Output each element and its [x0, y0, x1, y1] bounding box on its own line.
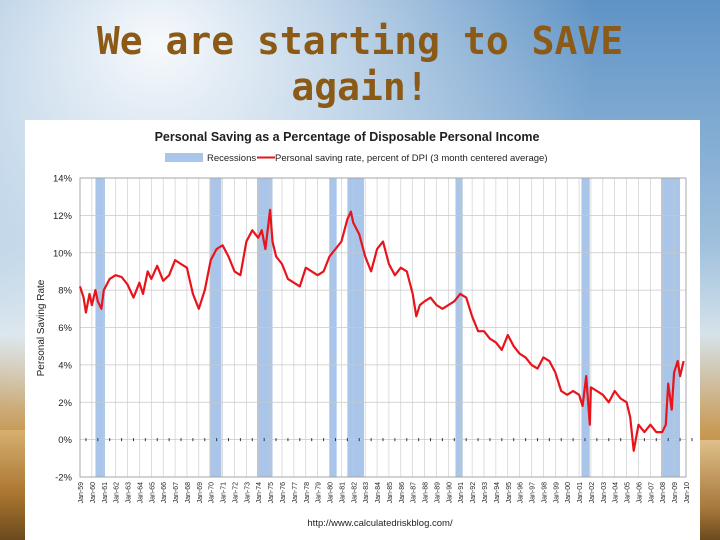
x-tick-label-39: Jan-98 — [541, 482, 548, 504]
x-tick-label-45: Jan-04 — [613, 482, 620, 504]
x-tick-label-2: Jan-61 — [102, 482, 109, 504]
x-tick-label-6: Jan-65 — [149, 482, 156, 504]
x-tick-label-7: Jan-66 — [161, 482, 168, 504]
background-field-left — [0, 430, 25, 540]
x-tick-label-16: Jan-75 — [268, 482, 275, 504]
x-tick-label-21: Jan-80 — [328, 482, 335, 504]
x-tick-label-33: Jan-92 — [470, 482, 477, 504]
x-tick-label-41: Jan-00 — [565, 482, 572, 504]
x-tick-label-42: Jan-01 — [577, 482, 584, 504]
x-tick-label-38: Jan-97 — [530, 482, 537, 504]
x-tick-label-26: Jan-85 — [387, 482, 394, 504]
x-tick-label-19: Jan-78 — [304, 482, 311, 504]
x-tick-label-14: Jan-73 — [244, 482, 251, 504]
x-tick-label-36: Jan-95 — [506, 482, 513, 504]
x-tick-label-1: Jan-60 — [90, 482, 97, 504]
x-tick-label-34: Jan-93 — [482, 482, 489, 504]
x-tick-label-13: Jan-72 — [232, 482, 239, 504]
x-tick-label-24: Jan-83 — [363, 482, 370, 504]
y-tick-label-0: -2% — [55, 473, 72, 484]
chart-panel: Personal Saving as a Percentage of Dispo… — [25, 120, 700, 540]
x-tick-label-17: Jan-76 — [280, 482, 287, 504]
legend-recession-swatch — [165, 153, 203, 162]
slide-title-line-1: We are starting to SAVE — [96, 19, 624, 63]
chart-title: Personal Saving as a Percentage of Dispo… — [155, 130, 540, 144]
x-tick-label-29: Jan-88 — [423, 482, 430, 504]
slide-title: We are starting to SAVE again! — [60, 18, 660, 110]
y-tick-label-2: 2% — [58, 398, 72, 409]
x-tick-label-11: Jan-70 — [209, 482, 216, 504]
y-axis-label: Personal Saving Rate — [36, 279, 47, 376]
legend-recessions-label: Recessions — [207, 153, 256, 164]
y-tick-label-3: 4% — [58, 360, 72, 371]
legend-series-label: Personal saving rate, percent of DPI (3 … — [275, 153, 547, 164]
background-field-right — [700, 440, 720, 540]
y-tick-label-8: 14% — [53, 174, 73, 185]
saving-rate-line-0 — [78, 208, 685, 452]
plot-frame — [79, 177, 687, 478]
x-tick-label-0: Jan-59 — [78, 482, 85, 504]
x-tick-label-12: Jan-71 — [221, 482, 228, 504]
x-tick-label-30: Jan-89 — [434, 482, 441, 504]
x-tick-label-46: Jan-05 — [625, 482, 632, 504]
y-tick-label-5: 8% — [58, 286, 72, 297]
y-tick-label-4: 6% — [58, 323, 72, 334]
x-tick-label-20: Jan-79 — [316, 482, 323, 504]
x-tick-label-48: Jan-07 — [648, 482, 655, 504]
x-tick-label-4: Jan-63 — [126, 482, 133, 504]
slide-title-line-2: again! — [291, 65, 429, 109]
y-tick-label-6: 10% — [53, 248, 73, 259]
x-tick-label-40: Jan-99 — [553, 482, 560, 504]
y-tick-label-1: 0% — [58, 435, 72, 446]
x-tick-label-31: Jan-90 — [446, 482, 453, 504]
x-tick-label-47: Jan-06 — [636, 482, 643, 504]
x-tick-label-23: Jan-82 — [351, 482, 358, 504]
x-tick-label-9: Jan-68 — [185, 482, 192, 504]
x-tick-label-44: Jan-03 — [601, 482, 608, 504]
x-tick-label-5: Jan-64 — [137, 482, 144, 504]
x-tick-label-10: Jan-69 — [197, 482, 204, 504]
x-tick-label-37: Jan-96 — [518, 482, 525, 504]
x-tick-label-50: Jan-09 — [672, 482, 679, 504]
x-tick-label-49: Jan-08 — [660, 482, 667, 504]
x-tick-label-8: Jan-67 — [173, 482, 180, 504]
x-tick-label-35: Jan-94 — [494, 482, 501, 504]
x-tick-label-25: Jan-84 — [375, 482, 382, 504]
x-tick-label-43: Jan-02 — [589, 482, 596, 504]
x-tick-label-28: Jan-87 — [411, 482, 418, 504]
x-tick-label-32: Jan-91 — [458, 482, 465, 504]
saving-rate-chart: Personal Saving as a Percentage of Dispo… — [36, 130, 693, 529]
x-tick-label-3: Jan-62 — [114, 482, 121, 504]
x-tick-label-51: Jan-10 — [684, 482, 691, 504]
x-tick-label-22: Jan-81 — [339, 482, 346, 504]
y-tick-label-7: 12% — [53, 211, 73, 222]
x-tick-label-27: Jan-86 — [399, 482, 406, 504]
x-tick-label-15: Jan-74 — [256, 482, 263, 504]
source-url: http://www.calculatedriskblog.com/ — [307, 518, 453, 529]
x-tick-label-18: Jan-77 — [292, 482, 299, 504]
